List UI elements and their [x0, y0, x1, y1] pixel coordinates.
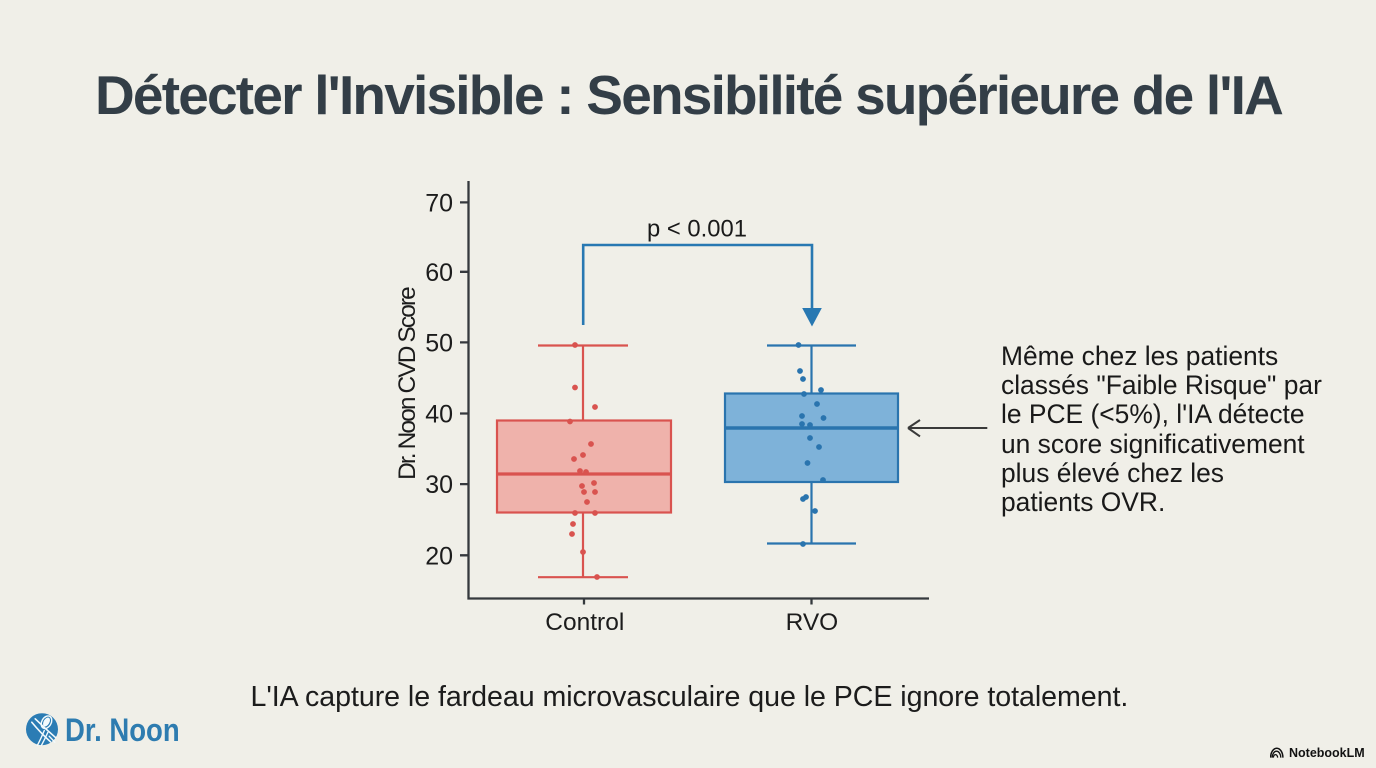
- svg-text:Dr. Noon CVD Score: Dr. Noon CVD Score: [394, 287, 421, 480]
- svg-text:70: 70: [425, 190, 453, 218]
- svg-text:60: 60: [425, 259, 453, 287]
- svg-text:p < 0.001: p < 0.001: [647, 215, 747, 242]
- svg-text:50: 50: [425, 330, 453, 358]
- svg-text:20: 20: [425, 542, 453, 570]
- svg-text:RVO: RVO: [786, 609, 839, 636]
- svg-text:30: 30: [425, 471, 453, 499]
- svg-text:40: 40: [425, 401, 453, 429]
- svg-text:Control: Control: [545, 609, 624, 636]
